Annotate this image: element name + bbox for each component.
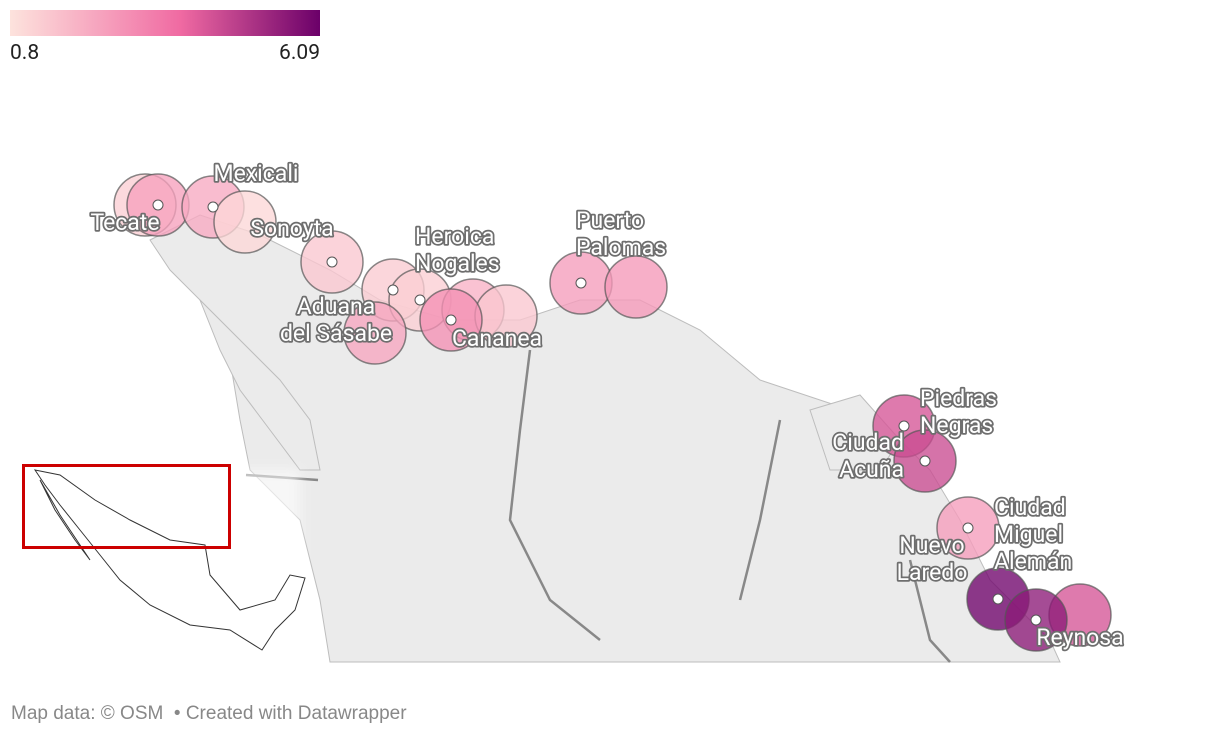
city-label-line: Heroica [415,223,494,250]
city-label-line: Negras [920,412,993,439]
city-label: Cananea [452,325,542,352]
city-label: Tecate [90,209,159,236]
city-label-line: Acuña [839,456,904,483]
city-label-line: Ciudad [994,494,1066,521]
city-dot [445,314,457,326]
city-dot [992,593,1004,605]
city-dot [207,201,219,213]
city-label: Ciudad Miguel Alemán [994,494,1072,575]
city-label: Nuevo Laredo [897,532,968,586]
city-label: Heroica Nogales [415,223,500,277]
symbol [213,190,277,254]
city-dot [152,199,164,211]
source: Map data: © OSM [11,703,164,724]
city-dot [898,420,910,432]
city-label-line: Miguel [994,521,1063,548]
map: 0.8 6.09 Tecate Mexicali Sonoyta Heroica Nog… [10,10,1126,663]
city-label-line: Nuevo [899,532,964,559]
city-dot [414,294,426,306]
city-label-line: Nogales [415,250,500,277]
city-label-line: del Sásabe [280,320,392,347]
city-label: Mexicali [213,160,298,187]
city-label-line: Mexicali [213,160,298,187]
city-label: Sonoyta [250,215,333,242]
city-dot [1030,614,1042,626]
city-label-line: Tecate [90,209,159,236]
city-label-line: Laredo [897,559,968,586]
city-label-line: Puerto [576,207,644,234]
legend-max: 6.09 [279,41,320,65]
city-label: Ciudad Acuña [832,429,904,483]
symbol [604,255,668,319]
city-label-line: Sonoyta [250,215,333,242]
basemap-borders [245,349,951,663]
symbol [343,301,407,365]
legend-gradient [10,10,320,36]
city-label-line: Reynosa [1036,624,1123,651]
city-dot [962,522,974,534]
city-label-line: Palomas [576,234,666,261]
city-label-line: Cananea [452,325,542,352]
city-label: Aduana del Sásabe [280,293,392,347]
city-label-line: Ciudad [832,429,904,456]
city-label-line: Piedras [920,385,997,412]
city-dot [919,455,931,467]
city-label-line: Alemán [994,548,1072,575]
city-label: Reynosa [1036,624,1123,651]
city-dot [326,256,338,268]
city-dot [387,284,399,296]
labels: Tecate Mexicali Sonoyta Heroica Nogales Aduan… [89,158,1126,653]
credit[interactable]: • Created with Datawrapper [173,703,407,724]
inset [22,464,306,651]
city-label: Piedras Negras [920,385,997,439]
legend-min: 0.8 [10,41,39,65]
city-dot [575,277,587,289]
city-label-line: Aduana [297,293,375,320]
city-label: Puerto Palomas [576,207,666,261]
footer: Map data: © OSM • Created with Datawrapp… [11,703,407,725]
